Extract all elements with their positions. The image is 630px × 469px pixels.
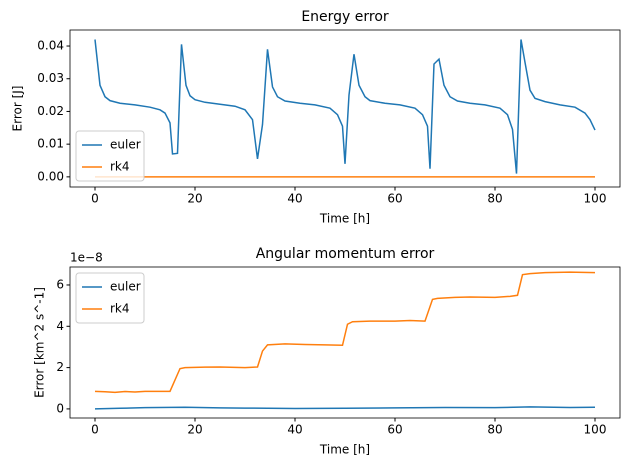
x-tick-label: 40: [287, 192, 302, 206]
y-axis-label: Error [km^2 s^-1]: [33, 287, 47, 398]
offset-label: 1e−8: [70, 251, 103, 265]
y-tick-label: 0.03: [37, 71, 64, 85]
x-axis-label: Time [h]: [319, 212, 370, 226]
y-tick-label: 4: [56, 319, 64, 333]
axes-frame: [69, 29, 621, 188]
x-tick-label: 80: [487, 192, 502, 206]
y-axis-label: Error [J]: [11, 86, 25, 132]
x-tick-label: 0: [91, 192, 99, 206]
line: [94, 271, 596, 394]
chart-title: Angular momentum error: [256, 246, 435, 262]
x-tick-label: 20: [187, 423, 202, 437]
legend-label: euler: [110, 280, 141, 294]
legend-label: rk4: [110, 302, 130, 316]
line: [94, 406, 596, 410]
x-tick-label: 0: [91, 423, 99, 437]
y-tick-label: 0.04: [37, 39, 64, 53]
axes-frame: [69, 266, 621, 419]
x-axis-label: Time [h]: [319, 443, 370, 457]
y-tick-label: 0.02: [37, 104, 64, 118]
x-tick-label: 20: [187, 192, 202, 206]
x-tick-label: 40: [287, 423, 302, 437]
chart-title: Energy error: [301, 9, 389, 25]
legend-label: rk4: [110, 160, 130, 174]
y-tick-label: 0.00: [37, 169, 64, 183]
legend: [75, 272, 145, 324]
x-tick-label: 60: [387, 192, 402, 206]
legend: [75, 130, 145, 182]
x-tick-label: 80: [487, 423, 502, 437]
y-tick-label: 0.01: [37, 137, 64, 151]
y-tick-label: 6: [56, 277, 64, 291]
y-tick-label: 2: [56, 360, 64, 374]
x-tick-label: 100: [584, 423, 607, 437]
legend-label: euler: [110, 138, 141, 152]
y-tick-label: 0: [56, 401, 64, 415]
line: [94, 39, 596, 174]
x-tick-label: 100: [584, 192, 607, 206]
x-tick-label: 60: [387, 423, 402, 437]
